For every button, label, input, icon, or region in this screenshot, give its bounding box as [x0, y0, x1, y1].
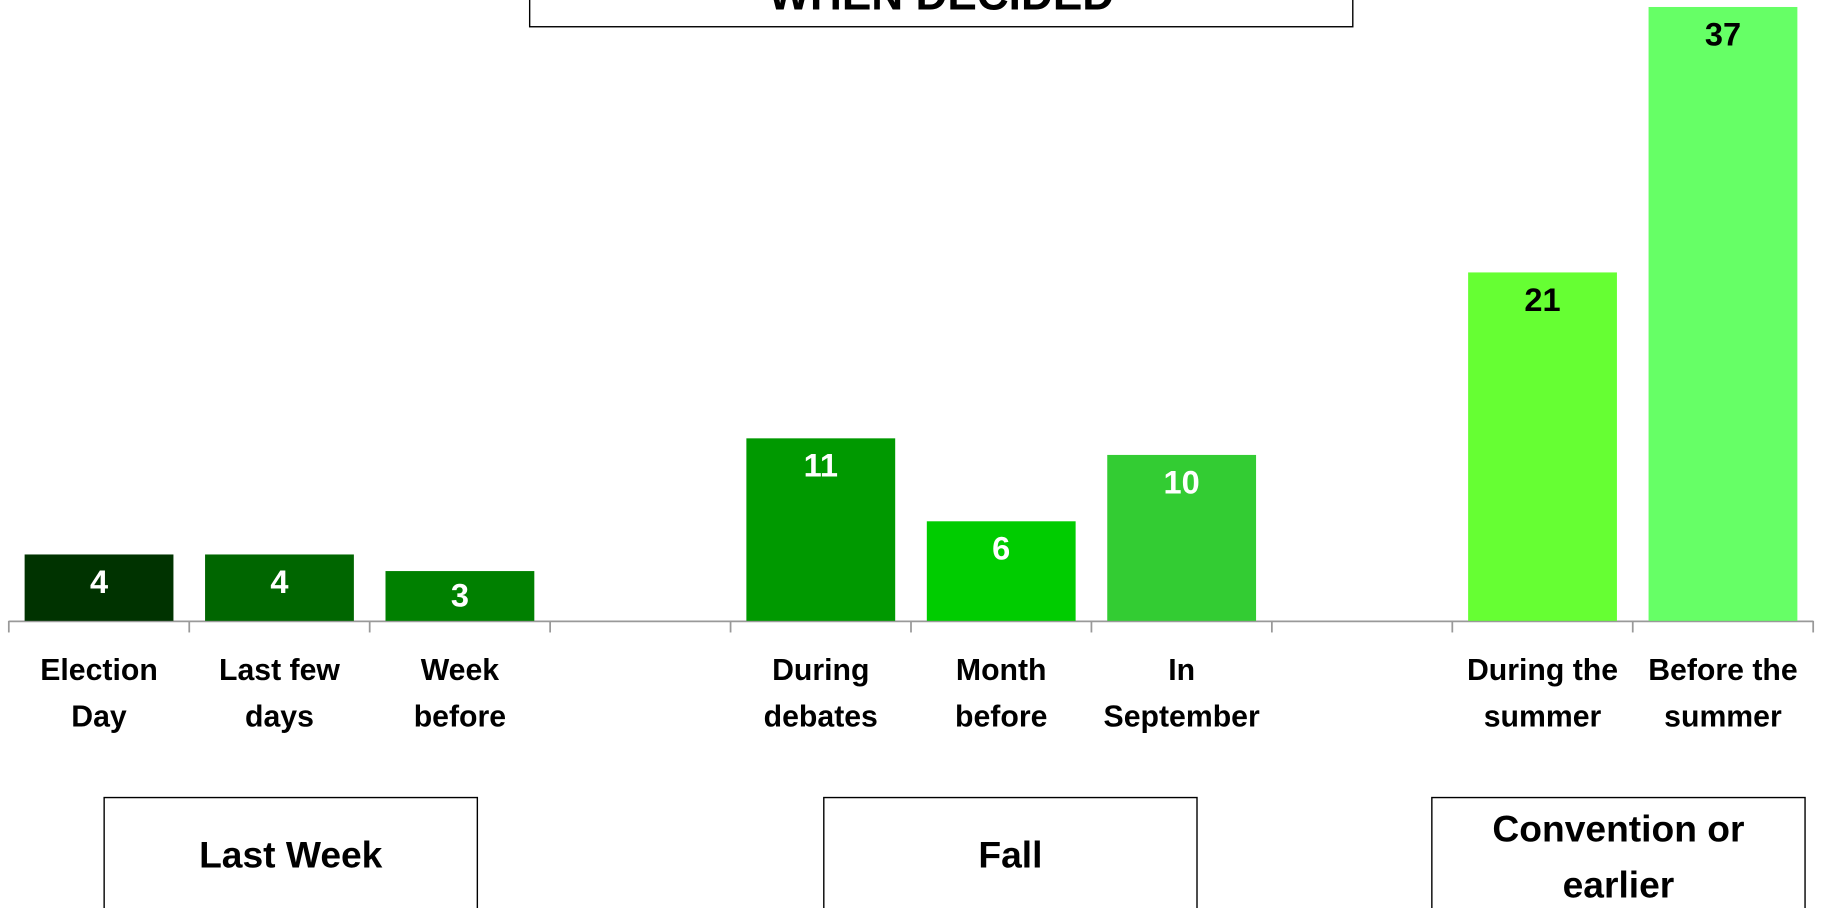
x-tick-label: During the summer: [1467, 654, 1618, 734]
x-tick-label: Last few days: [219, 654, 340, 734]
group-box: [103, 796, 479, 908]
group-box: [1431, 796, 1806, 908]
data-label: 21: [1524, 282, 1560, 318]
data-label: 6: [992, 531, 1010, 567]
data-label: 37: [1705, 16, 1741, 52]
group-label: Fall: [978, 833, 1042, 875]
bar: [1648, 6, 1798, 621]
bar: [1468, 272, 1617, 621]
group-label: Convention or earlier: [1492, 808, 1744, 906]
bar: [1107, 454, 1257, 621]
bar: [24, 554, 174, 621]
data-label: 10: [1164, 464, 1200, 500]
title-box: [528, 0, 1354, 28]
bar: [926, 521, 1076, 621]
x-tick-label: Week before: [414, 654, 506, 734]
chart-title: WHEN DECIDED: [768, 0, 1114, 19]
x-tick-label: In September: [1104, 654, 1260, 734]
x-tick-label: Before the summer: [1648, 654, 1797, 734]
data-label: 11: [804, 448, 838, 484]
data-label: 4: [90, 564, 108, 600]
bar: [205, 554, 354, 621]
group-label: Last Week: [199, 833, 383, 875]
data-label: 4: [270, 564, 288, 600]
data-label: 3: [451, 577, 469, 613]
x-tick-label: During debates: [764, 654, 878, 734]
group-box: [823, 796, 1198, 908]
x-tick-label: Election Day: [40, 654, 158, 734]
bar: [746, 438, 896, 621]
x-tick-label: Month before: [955, 654, 1047, 734]
bar: [385, 571, 535, 621]
